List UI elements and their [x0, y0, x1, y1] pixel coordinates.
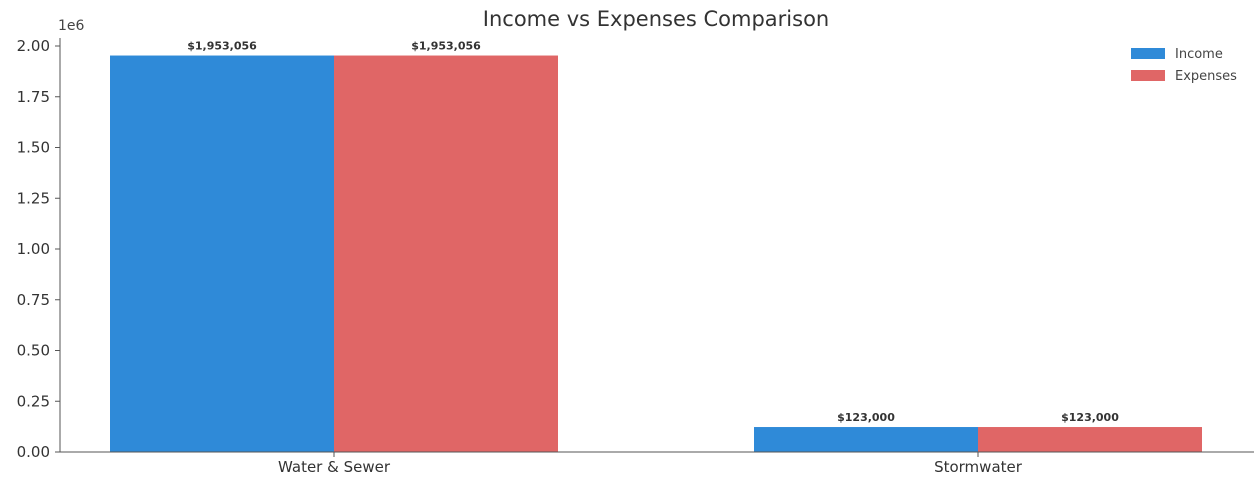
- y-tick-label: 2.00: [17, 37, 50, 55]
- data-labels-group: $1,953,056 $1,953,056 $123,000 $123,000: [187, 40, 1119, 425]
- y-tick-label: 0.25: [17, 392, 50, 410]
- x-tick-label: Stormwater: [934, 458, 1023, 476]
- legend: Income Expenses: [1131, 47, 1237, 84]
- legend-label-expenses: Expenses: [1175, 69, 1237, 84]
- x-tick-label: Water & Sewer: [278, 458, 391, 476]
- data-label: $123,000: [1061, 411, 1119, 424]
- bar-expenses: [978, 427, 1202, 452]
- y-axis-multiplier: 1e6: [58, 18, 85, 34]
- bar-income: [754, 427, 978, 452]
- data-label: $1,953,056: [187, 40, 257, 53]
- legend-swatch-income: [1131, 48, 1165, 59]
- chart-title: Income vs Expenses Comparison: [483, 7, 829, 31]
- legend-label-income: Income: [1175, 47, 1223, 62]
- y-tick-label: 1.25: [17, 189, 50, 207]
- bars-group: [110, 55, 1202, 452]
- bar-expenses: [334, 55, 558, 452]
- y-axis: 0.00 0.25 0.50 0.75 1.00 1.25 1.50 1.75 2.00: [17, 37, 61, 461]
- y-tick-label: 0.00: [17, 443, 50, 461]
- y-tick-label: 0.50: [17, 342, 50, 360]
- legend-swatch-expenses: [1131, 70, 1165, 81]
- y-tick-label: 1.75: [17, 88, 50, 106]
- bar-income: [110, 55, 334, 452]
- data-label: $1,953,056: [411, 40, 481, 53]
- x-axis: Water & Sewer Stormwater: [60, 451, 1254, 476]
- y-tick-label: 1.00: [17, 240, 50, 258]
- y-tick-label: 0.75: [17, 291, 50, 309]
- y-tick-label: 1.50: [17, 139, 50, 157]
- data-label: $123,000: [837, 411, 895, 424]
